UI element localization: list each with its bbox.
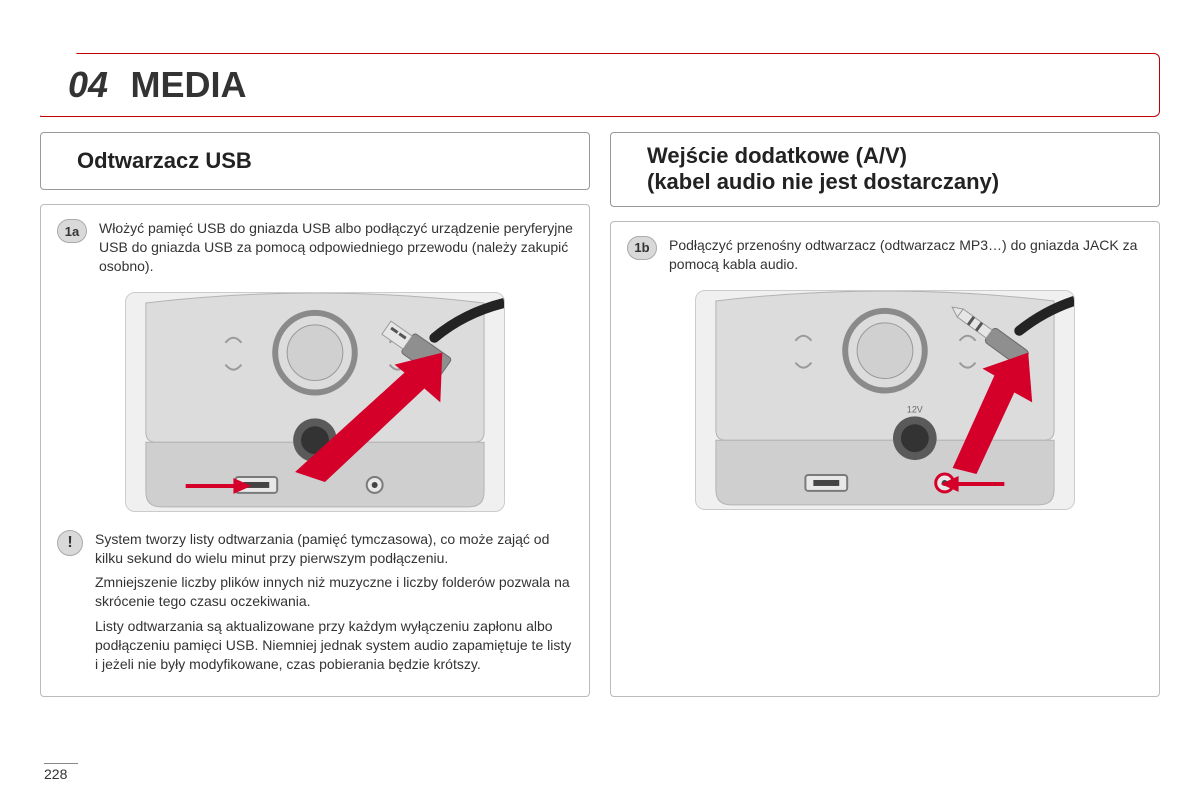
note-p1: System tworzy listy odtwarzania (pamięć … [95, 530, 573, 568]
chapter-tab: 04 MEDIA [40, 64, 267, 106]
step-text-1a: Włożyć pamięć USB do gniazda USB albo po… [99, 219, 573, 276]
step-badge-1a: 1a [57, 219, 87, 243]
step-text-1b: Podłączyć przenośny odtwarzacz (odtwarza… [669, 236, 1143, 274]
chapter-header: 04 MEDIA [40, 50, 1160, 120]
left-section-title: Odtwarzacz USB [77, 148, 252, 174]
jack-diagram-svg: 12V [696, 291, 1074, 510]
right-section-header: Wejście dodatkowe (A/V) (kabel audio nie… [610, 132, 1160, 207]
left-section-header: Odtwarzacz USB [40, 132, 590, 190]
usb-illustration [125, 292, 505, 512]
step-badge-1b: 1b [627, 236, 657, 260]
note-p3: Listy odtwarzania są aktualizowane przy … [95, 617, 573, 674]
right-section-title: Wejście dodatkowe (A/V) (kabel audio nie… [647, 143, 999, 196]
right-panel: 1b Podłączyć przenośny odtwarzacz (odtwa… [610, 221, 1160, 697]
chapter-title: MEDIA [131, 64, 247, 105]
note-p2: Zmniejszenie liczby plików innych niż mu… [95, 573, 573, 611]
left-column: Odtwarzacz USB 1a Włożyć pamięć USB do g… [40, 132, 590, 697]
page-number: 228 [44, 763, 78, 782]
svg-text:12V: 12V [907, 404, 923, 414]
warning-icon: ! [57, 530, 83, 556]
columns: Odtwarzacz USB 1a Włożyć pamięć USB do g… [40, 132, 1160, 697]
chapter-number: 04 [68, 64, 108, 105]
step-1a: 1a Włożyć pamięć USB do gniazda USB albo… [57, 219, 573, 276]
step-1b: 1b Podłączyć przenośny odtwarzacz (odtwa… [627, 236, 1143, 274]
note-text: System tworzy listy odtwarzania (pamięć … [95, 530, 573, 680]
left-panel: 1a Włożyć pamięć USB do gniazda USB albo… [40, 204, 590, 697]
right-column: Wejście dodatkowe (A/V) (kabel audio nie… [610, 132, 1160, 697]
jack-illustration: 12V [695, 290, 1075, 510]
note-block: ! System tworzy listy odtwarzania (pamię… [57, 512, 573, 680]
usb-diagram-svg [126, 293, 504, 512]
